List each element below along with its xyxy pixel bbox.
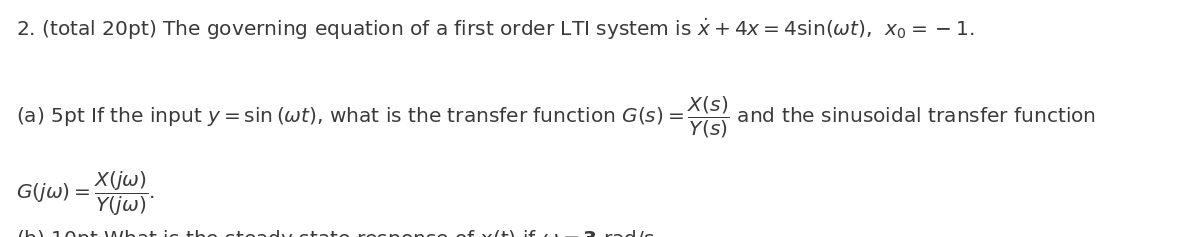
Text: (b) 10pt What is the steady state response of x(t) if $\omega = \mathbf{3}$ rad/: (b) 10pt What is the steady state respon…	[16, 228, 659, 237]
Text: $G(j\omega) = \dfrac{X(j\omega)}{Y(j\omega)}$.: $G(j\omega) = \dfrac{X(j\omega)}{Y(j\ome…	[16, 169, 155, 218]
Text: (a) 5pt If the input $y = \sin\left(\omega t\right)$, what is the transfer funct: (a) 5pt If the input $y = \sin\left(\ome…	[16, 95, 1096, 140]
Text: 2. (total 20pt) The governing equation of a first order LTI system is $\dot{x} +: 2. (total 20pt) The governing equation o…	[16, 17, 975, 42]
